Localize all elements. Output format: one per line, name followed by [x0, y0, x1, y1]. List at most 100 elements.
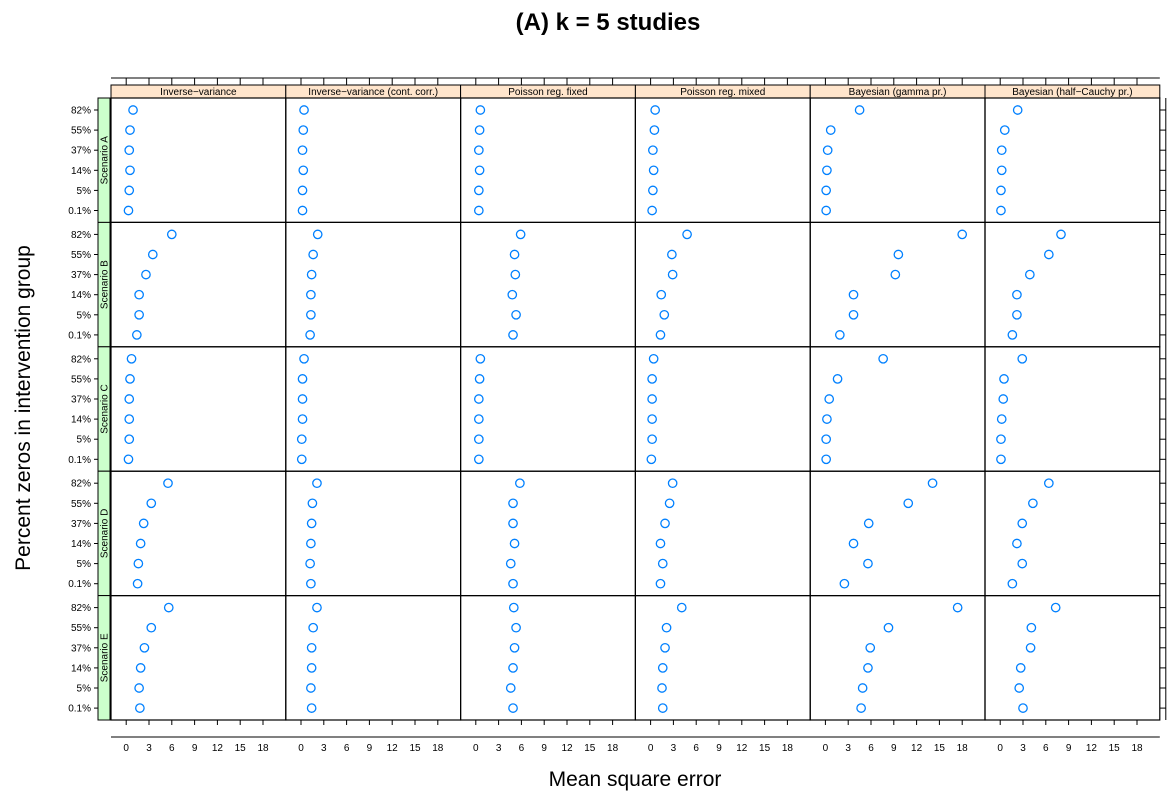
data-point — [890, 269, 901, 280]
data-point — [821, 185, 832, 196]
data-point — [883, 622, 894, 633]
data-point — [1018, 703, 1028, 713]
panel — [984, 221, 1161, 348]
panel — [285, 594, 462, 721]
data-point — [682, 229, 692, 240]
data-point — [299, 353, 309, 364]
data-point — [473, 185, 484, 196]
data-point — [657, 683, 667, 693]
y-tick-label: 5% — [77, 435, 92, 446]
data-point — [508, 518, 518, 529]
data-point — [667, 478, 678, 489]
panel — [285, 470, 462, 597]
data-point — [473, 145, 484, 156]
data-point — [648, 165, 659, 176]
data-point — [510, 269, 521, 280]
x-tick-label: 15 — [409, 743, 421, 754]
data-point — [312, 478, 322, 489]
x-tick-label: 0 — [298, 743, 304, 754]
x-tick-label: 9 — [541, 743, 547, 754]
data-point — [473, 434, 484, 445]
x-tick-label: 9 — [891, 743, 897, 754]
data-point — [508, 703, 518, 713]
data-point — [297, 145, 308, 156]
y-tick-label: 37% — [71, 146, 91, 157]
data-point — [135, 538, 146, 549]
data-point — [508, 663, 518, 673]
data-point — [515, 478, 525, 489]
data-point — [138, 518, 149, 529]
data-point — [660, 518, 670, 529]
data-point — [660, 642, 670, 653]
data-point — [856, 703, 866, 713]
data-point — [474, 125, 485, 135]
data-point — [1043, 478, 1054, 489]
y-tick-label: 55% — [71, 374, 91, 385]
panel — [460, 470, 637, 597]
strip-layer: Inverse−variance Inverse−variance (cont. … — [97, 84, 1161, 721]
data-point — [996, 205, 1006, 216]
data-point — [999, 125, 1010, 135]
panel — [460, 346, 637, 472]
x-tick-label: 15 — [759, 743, 771, 754]
data-point — [147, 249, 158, 260]
x-tick-label: 9 — [367, 743, 373, 754]
data-point — [1012, 309, 1022, 320]
panel — [809, 594, 986, 721]
y-tick-label: 55% — [71, 126, 91, 137]
data-point — [647, 414, 657, 424]
x-tick-label: 3 — [146, 743, 152, 754]
panel — [110, 221, 287, 348]
data-point — [297, 185, 308, 196]
data-point — [308, 622, 319, 633]
data-point — [821, 434, 832, 445]
data-point — [998, 394, 1009, 404]
y-axis-title: Percent zeros in intervention group — [12, 245, 35, 571]
data-point — [474, 374, 485, 384]
data-point — [659, 309, 670, 320]
data-point — [863, 663, 873, 673]
data-point — [648, 353, 659, 364]
data-point — [957, 229, 968, 240]
x-tick-label: 3 — [1020, 743, 1026, 754]
data-point — [1028, 498, 1038, 509]
data-point — [135, 663, 146, 673]
data-point — [647, 394, 657, 404]
data-point — [508, 498, 518, 509]
x-tick-label: 18 — [432, 743, 444, 754]
data-point — [854, 105, 865, 115]
data-point — [298, 125, 309, 135]
data-point — [123, 205, 134, 216]
data-point — [305, 558, 315, 569]
data-point — [865, 642, 876, 653]
y-tick-label: 55% — [71, 499, 91, 510]
data-point — [146, 498, 157, 509]
panel — [634, 470, 811, 597]
data-point — [848, 289, 859, 300]
panel — [110, 97, 287, 224]
data-point — [306, 642, 317, 653]
method-strip-label: Inverse−variance (cont. corr.) — [308, 87, 438, 98]
x-tick-label: 0 — [123, 743, 129, 754]
x-tick-label: 15 — [235, 743, 247, 754]
data-point — [1043, 249, 1054, 260]
panel — [984, 594, 1161, 721]
y-tick-label: 37% — [71, 643, 91, 654]
data-point — [312, 229, 323, 240]
data-point — [655, 578, 666, 589]
data-point — [296, 434, 307, 445]
data-point — [647, 374, 657, 384]
x-tick-label: 18 — [1131, 743, 1143, 754]
x-tick-label: 12 — [911, 743, 923, 754]
y-tick-label: 14% — [71, 415, 91, 426]
y-tick-label: 0.1% — [68, 330, 91, 341]
data-point — [996, 185, 1006, 196]
data-point — [125, 165, 135, 176]
data-point — [141, 269, 151, 280]
data-point — [306, 518, 317, 529]
x-tick-label: 0 — [648, 743, 654, 754]
data-point — [667, 269, 678, 280]
data-point — [834, 330, 845, 340]
panel — [809, 470, 986, 597]
data-point — [822, 414, 832, 424]
